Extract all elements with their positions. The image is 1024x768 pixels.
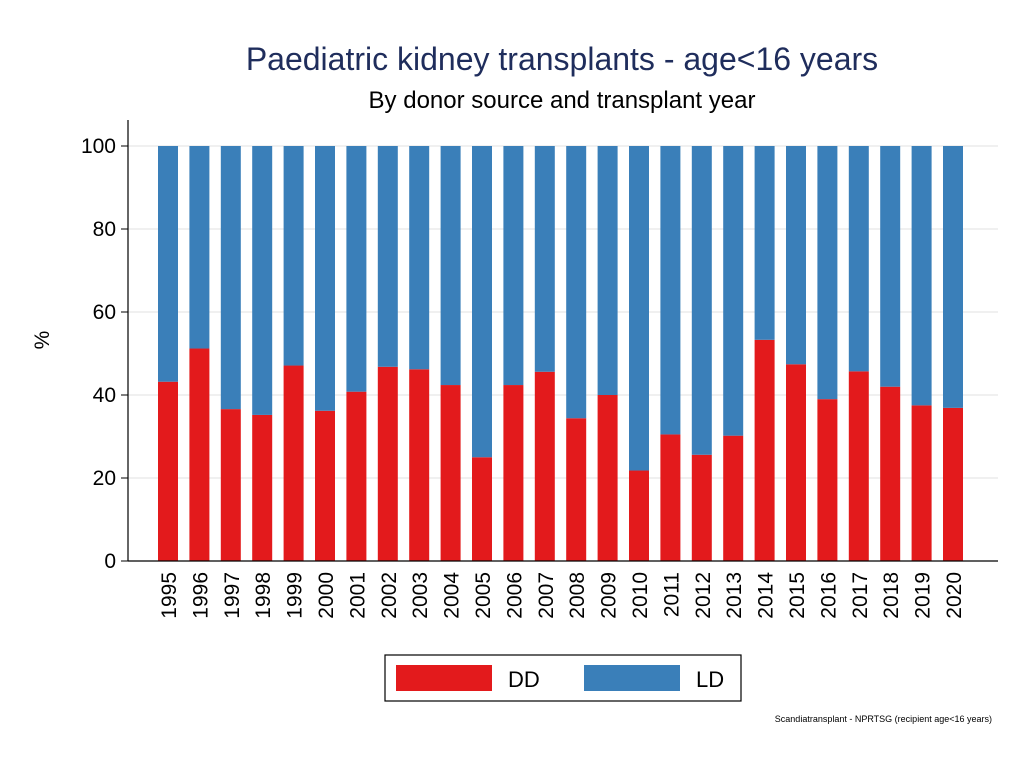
bar-ld-1995 [158,146,178,382]
x-tick-label: 2006 [503,572,526,619]
legend-swatch-ld [584,665,680,691]
bar-ld-2007 [534,146,555,372]
bar-dd-2003 [409,369,430,561]
x-tick-label: 2014 [755,572,778,619]
bar-dd-2006 [503,385,524,561]
chart-subtitle: By donor source and transplant year [369,87,756,114]
bar-dd-2016 [817,399,838,561]
bar-ld-1998 [252,146,273,415]
legend-label-ld: LD [696,667,724,692]
bar-dd-2004 [440,385,461,561]
x-tick-label: 2016 [817,572,840,619]
bar-dd-1999 [283,365,304,561]
bar-ld-2012 [691,146,712,455]
bar-ld-1997 [220,146,241,410]
x-tick-label: 2000 [315,572,338,619]
bar-dd-2018 [880,386,901,561]
bar-ld-2017 [848,146,869,372]
y-tick-label: 80 [93,218,116,241]
bar-ld-2005 [472,146,492,458]
x-tick-label: 2011 [660,572,683,617]
bar-dd-2011 [660,434,681,561]
x-tick-label: 1997 [221,572,244,619]
y-tick-labels: 0 20 40 60 80 100 [81,135,116,573]
bar-ld-2011 [660,146,681,435]
bar-dd-2017 [848,371,869,561]
bar-ld-2006 [503,146,524,386]
bar-ld-2015 [786,146,806,365]
bar-ld-1999 [283,146,304,366]
x-tick-label: 2015 [786,572,809,619]
bar-ld-2002 [377,146,398,367]
x-tick-label: 2009 [598,572,621,619]
x-tick-label: 2007 [535,572,558,619]
bar-ld-2019 [911,146,932,406]
bar-dd-2019 [911,405,932,561]
x-tick-label: 2008 [566,572,589,619]
bar-ld-2000 [315,146,335,411]
y-tick-label: 100 [81,135,116,158]
bar-dd-2008 [566,418,587,561]
x-tick-label: 1995 [158,572,181,619]
bar-ld-2010 [629,146,649,471]
bar-dd-1997 [220,409,241,561]
y-tick-label: 60 [93,301,116,324]
x-tick-label: 2012 [692,572,715,619]
bar-dd-1995 [158,381,178,561]
x-tick-label: 1999 [284,572,307,619]
bar-ld-2009 [597,146,618,395]
y-tick-label: 0 [104,550,116,573]
x-tick-label: 2005 [472,572,495,619]
bar-dd-2010 [629,470,649,561]
y-tick-label: 40 [93,384,116,407]
bar-ld-2014 [754,146,775,340]
x-tick-label: 1996 [189,572,212,619]
bar-dd-2009 [597,395,618,561]
bar-ld-1996 [189,146,210,349]
bar-ld-2013 [723,146,744,436]
bar-dd-1996 [189,348,210,561]
bar-dd-2014 [754,339,775,561]
bar-dd-1998 [252,414,273,561]
bar-dd-2013 [723,435,744,561]
chart-title: Paediatric kidney transplants - age<16 y… [246,41,878,77]
x-tick-label: 2001 [346,572,369,619]
bar-dd-2012 [691,454,712,561]
bar-dd-2005 [472,457,492,561]
bar-dd-2020 [943,407,963,561]
x-tick-label: 2002 [378,572,401,619]
source-note: Scandiatransplant - NPRTSG (recipient ag… [775,714,992,724]
x-tick-label: 2018 [880,572,903,619]
bar-ld-2016 [817,146,838,400]
x-tick-label: 2013 [723,572,746,619]
x-tick-label: 2010 [629,572,652,619]
legend-label-dd: DD [508,667,540,692]
bar-dd-2015 [786,364,806,561]
x-tick-label: 2003 [409,572,432,619]
y-axis-label: % [31,331,54,350]
bar-ld-2020 [943,146,963,408]
legend-swatch-dd [396,665,492,691]
bar-ld-2018 [880,146,901,387]
x-tick-label: 2019 [912,572,935,619]
bar-ld-2003 [409,146,430,370]
legend: DD LD [384,654,742,702]
bar-dd-2001 [346,391,367,561]
bar-ld-2001 [346,146,367,392]
bar-dd-2000 [315,410,335,561]
bar-dd-2007 [534,371,555,561]
bar-ld-2008 [566,146,587,419]
bar-ld-2004 [440,146,461,386]
x-tick-label: 2004 [441,572,464,619]
bar-dd-2002 [377,366,398,561]
bars [158,146,963,561]
y-tick-label: 20 [93,467,116,490]
x-tick-label: 2020 [943,572,966,619]
x-tick-label: 1998 [252,572,275,619]
x-tick-labels: 1995 1996 1997 1998 1999 2000 2001 2002 2003 2004… [158,572,966,619]
x-tick-label: 2017 [849,572,872,619]
axes [121,120,998,562]
